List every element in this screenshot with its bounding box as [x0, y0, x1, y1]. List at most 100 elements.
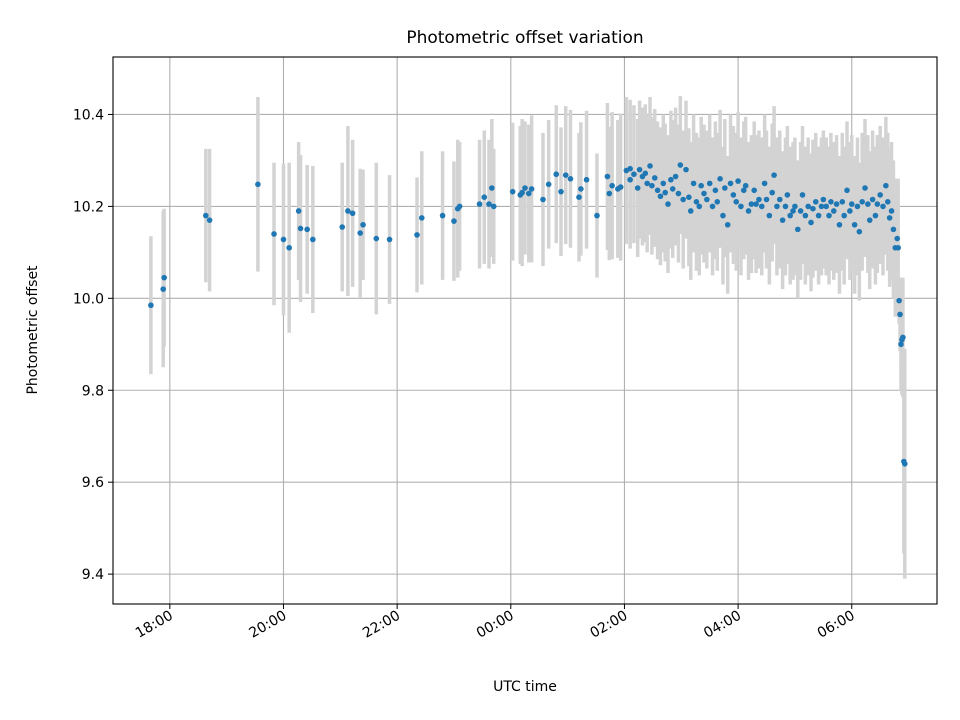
- data-point: [357, 230, 364, 236]
- data-point: [668, 176, 674, 183]
- data-point: [756, 196, 762, 203]
- data-point: [820, 196, 827, 203]
- data-point: [758, 203, 765, 210]
- data-points: [148, 162, 908, 467]
- x-tick-label: 22:00: [360, 608, 403, 642]
- data-point: [774, 203, 780, 210]
- data-point: [794, 226, 801, 233]
- data-point: [730, 192, 737, 198]
- y-tick-label: 9.8: [82, 383, 104, 399]
- data-point: [540, 196, 546, 203]
- data-point: [810, 205, 816, 212]
- y-tick-label: 9.6: [82, 475, 104, 491]
- data-point: [717, 176, 723, 182]
- data-point: [830, 208, 837, 214]
- data-point: [738, 203, 744, 210]
- data-point: [851, 221, 858, 228]
- data-point: [297, 225, 304, 232]
- data-point: [901, 461, 908, 467]
- data-point: [672, 173, 679, 180]
- data-point: [740, 187, 747, 194]
- data-point: [799, 192, 806, 198]
- data-point: [558, 188, 564, 195]
- data-point: [647, 163, 653, 169]
- data-point: [161, 274, 167, 281]
- data-point: [255, 181, 261, 188]
- y-axis-ticks: 9.4 9.6 9.8 10.0 10.2 10.4: [73, 107, 113, 583]
- data-point: [805, 203, 811, 210]
- data-point: [631, 171, 637, 178]
- data-point: [627, 176, 633, 183]
- data-point: [877, 192, 883, 198]
- data-point: [606, 190, 613, 197]
- data-point: [644, 180, 650, 187]
- data-point: [859, 198, 865, 205]
- data-point: [414, 232, 420, 238]
- data-point: [665, 201, 671, 207]
- data-point: [476, 201, 483, 207]
- data-point: [525, 190, 532, 197]
- data-point: [451, 218, 457, 224]
- x-tick-label: 00:00: [474, 608, 517, 642]
- data-point: [677, 162, 684, 168]
- data-point: [627, 165, 633, 172]
- data-point: [779, 217, 786, 223]
- data-point: [894, 235, 901, 242]
- data-point: [895, 244, 901, 251]
- data-point: [148, 302, 154, 309]
- data-point: [576, 194, 582, 200]
- data-point: [271, 231, 277, 237]
- data-point: [766, 212, 773, 219]
- data-point: [836, 221, 843, 228]
- data-point: [698, 182, 704, 189]
- data-point: [751, 187, 758, 194]
- data-point: [604, 173, 611, 180]
- data-point: [856, 228, 863, 235]
- chart-title: Photometric offset variation: [406, 28, 643, 48]
- data-point: [583, 176, 590, 183]
- data-point: [802, 212, 809, 219]
- data-point: [567, 176, 574, 182]
- data-point: [808, 219, 814, 226]
- data-point: [841, 212, 847, 219]
- data-point: [509, 188, 516, 195]
- x-tick-label: 06:00: [815, 608, 858, 642]
- data-point: [594, 212, 600, 219]
- data-point: [769, 189, 775, 196]
- data-point: [490, 203, 497, 210]
- data-point: [753, 201, 759, 207]
- data-point: [519, 189, 525, 196]
- data-point: [657, 193, 664, 200]
- data-point: [898, 341, 904, 348]
- data-point: [662, 189, 668, 196]
- data-point: [651, 175, 658, 181]
- data-point: [690, 180, 697, 187]
- data-point: [675, 190, 682, 197]
- error-bars: [149, 96, 907, 579]
- data-point: [617, 184, 624, 190]
- data-point: [854, 203, 861, 210]
- data-point: [872, 212, 879, 219]
- data-point: [386, 236, 393, 243]
- data-point: [686, 194, 692, 200]
- data-point: [545, 181, 552, 188]
- data-point: [761, 180, 768, 187]
- data-point: [792, 203, 798, 210]
- data-point: [897, 311, 903, 318]
- data-point: [280, 236, 287, 243]
- y-axis-label: Photometric offset: [25, 265, 41, 395]
- data-point: [609, 182, 615, 189]
- data-point: [654, 187, 661, 194]
- data-point: [373, 235, 380, 242]
- data-point: [890, 226, 897, 233]
- data-point: [865, 201, 871, 207]
- data-point: [812, 198, 819, 205]
- data-point: [634, 185, 641, 191]
- data-point: [847, 208, 853, 214]
- data-point: [669, 186, 676, 192]
- data-point: [683, 166, 689, 173]
- data-point: [839, 198, 846, 205]
- data-point: [722, 185, 728, 191]
- x-axis-ticks: 18:00 20:00 22:00 00:00 02:00 04:00 06:00: [133, 604, 858, 642]
- data-point: [693, 198, 700, 205]
